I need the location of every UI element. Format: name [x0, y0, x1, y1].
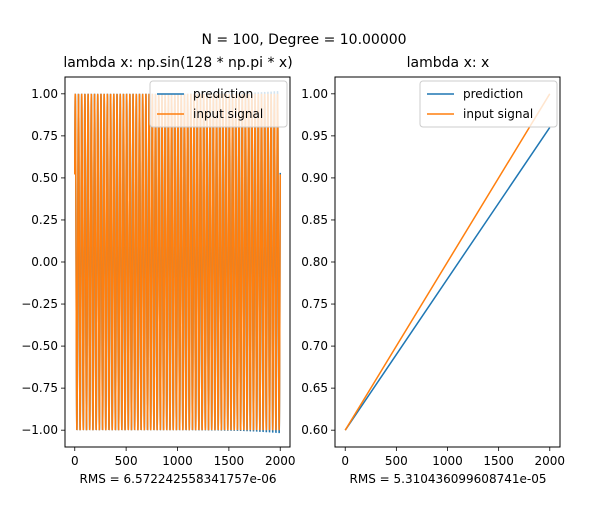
left-ytick-label: 1.00 [31, 87, 58, 101]
right-plot-area [344, 93, 551, 431]
right-axes-frame [334, 76, 561, 448]
left-axis-ticks: 0 500 1000 1500 2000 −1.00 −0.75 −0.50 −0.25 0.00… [21, 87, 295, 468]
left-ytick-label: 0.50 [31, 171, 58, 185]
left-axes-frame [64, 76, 291, 448]
right-ytick-label: 0.75 [301, 297, 328, 311]
right-axis-ticks: 0 500 1000 1500 2000 0.60 0.65 0.70 0.75 0.80 0.85… [301, 87, 565, 468]
right-xtick-label: 1000 [432, 454, 463, 468]
left-xtick-label: 2000 [265, 454, 296, 468]
right-xtick-label: 1500 [483, 454, 514, 468]
right-legend: prediction input signal [419, 80, 558, 128]
left-legend-box [149, 80, 288, 128]
left-ytick-label: −0.75 [21, 381, 58, 395]
left-ytick-label: −1.00 [21, 423, 58, 437]
left-xtick-label: 500 [115, 454, 138, 468]
right-legend-label: prediction [463, 87, 523, 101]
left-xtick-label: 1000 [162, 454, 193, 468]
left-ytick-label: 0.75 [31, 129, 58, 143]
left-ytick-label: 0.00 [31, 255, 58, 269]
left-plot-area [74, 90, 281, 434]
left-rms-label: RMS = 6.572242558341757e-06 [80, 472, 277, 486]
right-legend-box [419, 80, 558, 128]
right-subplot: lambda x: x 0 500 1000 1500 2000 0.60 0.65 0.70… [301, 55, 565, 486]
right-ytick-label: 0.85 [301, 213, 328, 227]
left-ytick-label: −0.25 [21, 297, 58, 311]
right-ytick-label: 0.95 [301, 129, 328, 143]
right-ytick-label: 0.60 [301, 423, 328, 437]
left-legend-label: prediction [193, 87, 253, 101]
right-rms-label: RMS = 5.310436099608741e-05 [350, 472, 547, 486]
right-subplot-title: lambda x: x [407, 55, 490, 71]
left-subplot-title: lambda x: np.sin(128 * np.pi * x) [63, 55, 292, 71]
left-legend-label: input signal [193, 107, 263, 121]
left-legend: prediction input signal [149, 80, 288, 128]
right-ytick-label: 0.80 [301, 255, 328, 269]
right-ytick-label: 0.90 [301, 171, 328, 185]
right-xtick-label: 2000 [534, 454, 565, 468]
figure-suptitle: N = 100, Degree = 10.00000 [201, 32, 406, 48]
left-ytick-label: 0.25 [31, 213, 58, 227]
left-subplot: lambda x: np.sin(128 * np.pi * x) 0 500 10… [21, 55, 295, 486]
right-ytick-label: 1.00 [301, 87, 328, 101]
left-xtick-label: 1500 [214, 454, 245, 468]
left-ytick-label: −0.50 [21, 339, 58, 353]
right-xtick-label: 500 [385, 454, 408, 468]
right-xtick-label: 0 [341, 454, 349, 468]
right-series-input-signal [344, 93, 551, 431]
left-xtick-label: 0 [71, 454, 79, 468]
right-ytick-label: 0.70 [301, 339, 328, 353]
right-ytick-label: 0.65 [301, 381, 328, 395]
right-series-prediction [344, 127, 551, 431]
right-legend-label: input signal [463, 107, 533, 121]
left-series-input-signal [74, 93, 281, 431]
